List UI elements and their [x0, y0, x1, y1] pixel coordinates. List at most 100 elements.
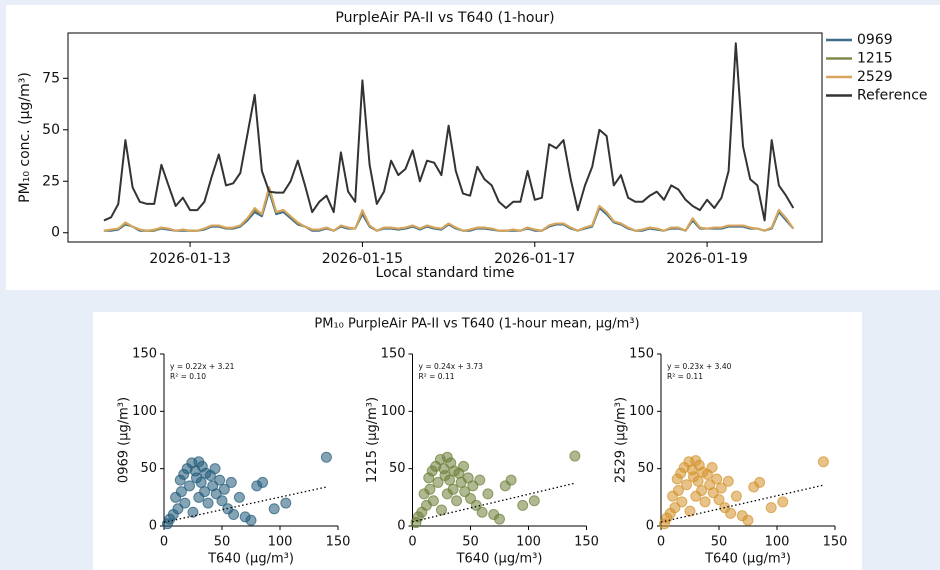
scatter-point	[257, 476, 269, 488]
chart-title: PurpleAir PA-II vs T640 (1-hour)	[335, 10, 554, 26]
y-tick-label: 0	[397, 519, 405, 534]
y-tick-label: 25	[42, 173, 60, 189]
x-axis-label: Local standard time	[376, 265, 515, 281]
scatter-point	[187, 506, 199, 518]
x-tick-label: 50	[711, 535, 728, 550]
scatter-point	[494, 513, 505, 525]
scatter-point	[458, 460, 470, 472]
scatter-point	[482, 488, 494, 500]
scatter-point	[179, 497, 191, 509]
x-tick-label: 0	[657, 535, 665, 550]
figure-panel	[93, 312, 862, 570]
scatter-point	[199, 486, 211, 498]
scatter-point	[175, 486, 187, 498]
y-tick-label: 50	[389, 461, 406, 476]
scatter-point	[427, 495, 439, 507]
y-tick-label: 50	[637, 461, 654, 476]
y-tick-label: 150	[132, 347, 157, 362]
scatter-point	[424, 483, 436, 495]
y-tick-label: 150	[381, 347, 406, 362]
scatter-point	[209, 463, 221, 475]
scatter-point	[765, 502, 777, 514]
annotation: y = 0.22x + 3.21	[170, 362, 235, 371]
scatter-point	[777, 496, 789, 508]
y-tick-label: 0	[149, 519, 157, 534]
x-tick-label: 100	[268, 535, 293, 550]
x-axis-label: T640 (µg/m³)	[207, 552, 294, 567]
scatter-point	[225, 476, 237, 488]
scatter-point	[467, 480, 479, 492]
y-tick-label: 150	[629, 347, 654, 362]
x-tick-label: 50	[214, 535, 231, 550]
x-tick-label: 50	[462, 535, 479, 550]
scatter-point	[245, 514, 257, 526]
scatter-point	[715, 482, 727, 494]
data-line	[103, 42, 795, 222]
scatter-point	[195, 476, 207, 488]
scatter-point	[228, 509, 240, 521]
x-tick-label: 150	[326, 535, 351, 550]
y-tick-label: 50	[140, 461, 157, 476]
x-axis-label: T640 (µg/m³)	[456, 552, 543, 567]
y-tick-label: 0	[646, 519, 654, 534]
figure-panel	[6, 5, 940, 290]
annotation: R² = 0.11	[419, 372, 455, 381]
x-tick-label: 150	[823, 535, 848, 550]
x-axis-label: T640 (µg/m³)	[704, 552, 791, 567]
scatter-point	[517, 499, 529, 511]
annotation: R² = 0.11	[667, 372, 703, 381]
scatter-point	[730, 490, 742, 502]
annotation: y = 0.24x + 3.73	[419, 362, 484, 371]
legend-label: Reference	[857, 88, 928, 104]
plot-frame	[67, 32, 823, 243]
scatter-point	[444, 474, 456, 486]
y-tick-label: 0	[51, 225, 60, 241]
scatter-point	[725, 507, 737, 519]
y-axis-label: 1215 (µg/m³)	[365, 397, 380, 483]
chart-title: PM₁₀ PurpleAir PA-II vs T640 (1-hour mea…	[314, 317, 639, 332]
scatter-point	[172, 503, 184, 515]
scatter-point	[672, 484, 684, 496]
scatter-point	[528, 495, 540, 507]
scatter-point	[681, 479, 693, 491]
scatter-point	[713, 494, 725, 506]
y-axis-label: 0969 (µg/m³)	[117, 397, 132, 483]
scatter-point	[569, 450, 581, 462]
y-tick-label: 75	[42, 70, 60, 86]
scatter-point	[692, 475, 704, 487]
scatter-point	[676, 496, 688, 508]
scatter-point	[722, 475, 734, 487]
x-tick-label: 2026-01-19	[666, 251, 747, 267]
scatter-point	[218, 483, 230, 495]
y-tick-label: 100	[381, 404, 406, 419]
scatter-point	[696, 484, 708, 496]
legend-label: 0969	[857, 32, 893, 48]
legend-label: 1215	[857, 51, 893, 67]
y-tick-label: 100	[132, 404, 157, 419]
y-axis-label: PM₁₀ conc. (µg/m³)	[17, 72, 33, 203]
x-tick-label: 0	[160, 535, 168, 550]
x-tick-label: 2026-01-13	[149, 251, 230, 267]
y-axis-label: 2529 (µg/m³)	[614, 397, 629, 483]
scatter-point	[476, 506, 488, 518]
scatter-point	[216, 495, 228, 507]
scatter-point	[268, 503, 280, 515]
scatter-point	[280, 497, 292, 509]
scatter-point	[817, 456, 829, 468]
scatter-point	[202, 497, 214, 509]
scatter-point	[699, 496, 711, 508]
scatter-point	[320, 451, 332, 463]
scatter-point	[706, 462, 718, 474]
annotation: R² = 0.10	[170, 372, 206, 381]
scatter-point	[711, 473, 723, 485]
scatter-point	[451, 495, 463, 507]
x-tick-label: 100	[516, 535, 541, 550]
scatter-point	[474, 474, 486, 486]
scatter-point	[233, 491, 245, 503]
scatter-point	[742, 514, 754, 526]
x-tick-label: 100	[765, 535, 790, 550]
scatter-point	[754, 476, 766, 488]
legend-label: 2529	[857, 69, 893, 85]
